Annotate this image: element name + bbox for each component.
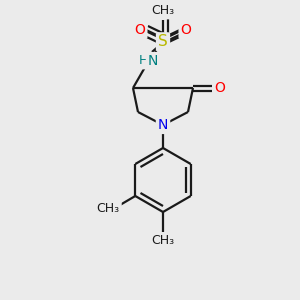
Text: H: H [138, 55, 148, 68]
Text: S: S [158, 34, 168, 50]
Text: N: N [158, 118, 168, 132]
Text: N: N [148, 54, 158, 68]
Text: O: O [135, 23, 146, 37]
Text: CH₃: CH₃ [152, 235, 175, 248]
Text: CH₃: CH₃ [97, 202, 120, 214]
Text: CH₃: CH₃ [152, 4, 175, 17]
Text: O: O [181, 23, 191, 37]
Text: O: O [214, 81, 225, 95]
